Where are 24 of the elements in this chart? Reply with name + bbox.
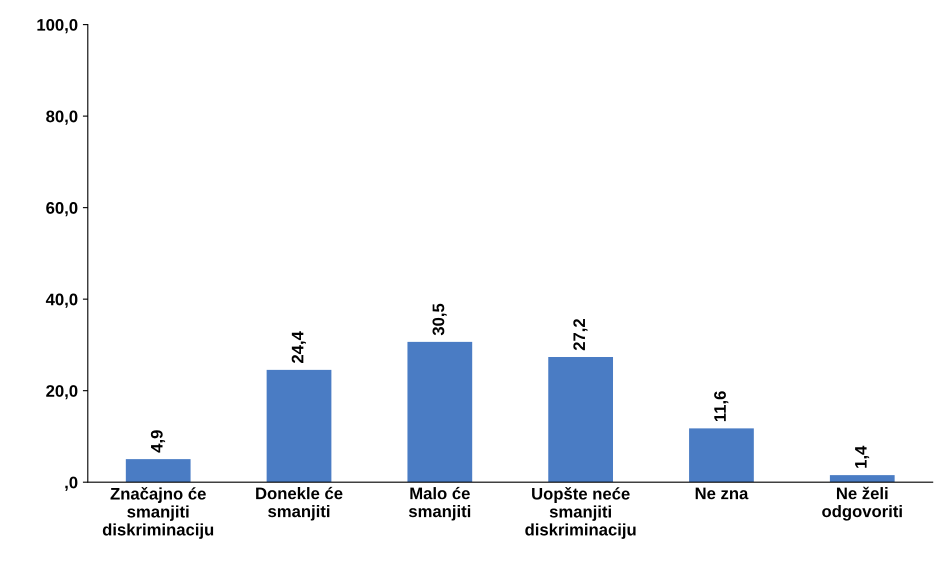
data-label: 4,9 [150, 430, 166, 453]
y-tick-label: ,0 [65, 476, 78, 491]
y-tick-label: 40,0 [46, 294, 78, 308]
bar [126, 459, 191, 482]
y-tick-label: 80,0 [46, 110, 78, 125]
data-label: 30,5 [432, 304, 447, 336]
x-tick-label: Ne zna [696, 488, 748, 500]
bar [266, 370, 332, 482]
bar [548, 357, 614, 482]
x-tick-label: Malo će smanjiti [408, 486, 470, 521]
x-tick-label: Ne želi odgovoriti [822, 486, 902, 521]
bar [407, 342, 472, 482]
y-tick-label: 60,0 [46, 202, 78, 216]
x-tick-label: Donekle će smanjiti [256, 486, 342, 521]
data-label: 11,6 [714, 391, 728, 422]
y-tick-label: 20,0 [46, 385, 78, 400]
x-tick-label: Značajno će smanjiti diskriminaciju [102, 487, 214, 539]
x-tick-label: Uopšte neće smanjiti diskriminaciju [525, 487, 636, 539]
data-label: 27,2 [573, 319, 588, 350]
bar [689, 428, 754, 482]
bar [830, 475, 895, 482]
data-label: 1,4 [855, 446, 870, 468]
y-tick-label: 100,0 [37, 18, 78, 34]
data-label: 24,4 [292, 331, 306, 364]
